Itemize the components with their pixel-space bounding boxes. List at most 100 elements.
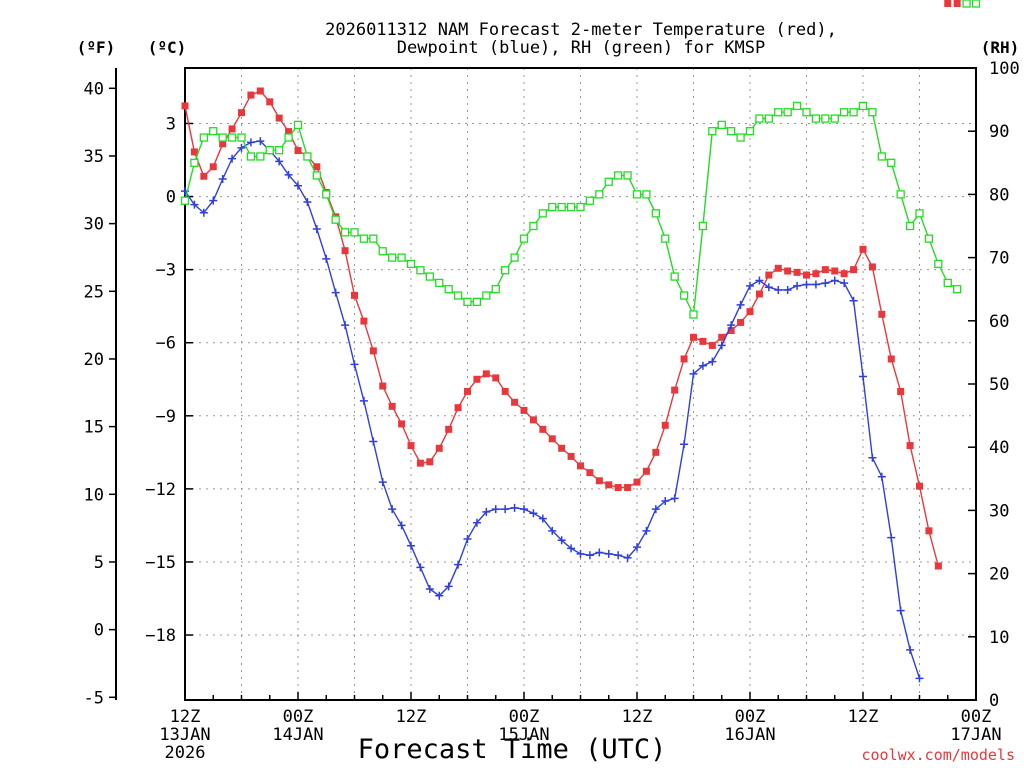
tick-label-f: 5 (94, 553, 104, 573)
rh-point (642, 190, 651, 199)
rh-point (811, 114, 821, 123)
temperature-point (784, 267, 792, 275)
rh-point (322, 190, 331, 199)
tick-label-x: 13JAN (159, 725, 210, 745)
tick-label-rh: 80 (989, 185, 1009, 205)
temperature-point (548, 435, 556, 443)
dewpoint-point (604, 549, 613, 558)
temperature-point (831, 267, 839, 275)
tick-label-f: 15 (84, 418, 104, 438)
dewpoint-point (887, 533, 896, 542)
rh-point (698, 221, 708, 231)
dewpoint-point (246, 138, 255, 147)
dewpoint-point (491, 505, 500, 514)
temperature-point (416, 459, 424, 467)
dewpoint-point (341, 321, 350, 330)
tick-label-f: 25 (84, 282, 104, 302)
dewpoint-point (576, 549, 585, 558)
dewpoint-point (520, 505, 528, 514)
tick-label-x: 15JAN (498, 725, 549, 745)
dewpoint-point (369, 437, 378, 446)
rh-point (237, 133, 246, 142)
temperature-point (567, 452, 575, 460)
tick-label-f: 10 (84, 485, 104, 505)
temperature-point (755, 290, 763, 298)
rh-point (566, 202, 576, 212)
temperature-point (605, 481, 613, 489)
dewpoint-point (821, 279, 830, 288)
rh-point (199, 133, 208, 142)
rh-point (595, 190, 604, 199)
dewpoint-point (906, 645, 915, 654)
dewpoint-point (425, 585, 434, 594)
temperature-point (765, 271, 773, 279)
rh-point (604, 177, 613, 186)
tick-label-rh: 50 (989, 375, 1009, 395)
tick-label-rh: 100 (989, 59, 1020, 79)
rh-point (548, 202, 557, 212)
rh-point (585, 196, 595, 205)
rh-point (472, 297, 482, 306)
rh-point (275, 146, 284, 155)
dewpoint-point (463, 534, 472, 543)
temperature-point (897, 387, 905, 395)
rh-point (651, 209, 660, 218)
dewpoint-point (529, 509, 538, 518)
rh-point (557, 202, 566, 212)
temperature-point (238, 109, 245, 117)
dewpoint-point (388, 505, 397, 514)
tick-label-c: −6 (156, 334, 176, 354)
temperature-point (774, 264, 782, 272)
dewpoint-point (435, 591, 444, 600)
rh-point (727, 127, 736, 136)
temperature-point (906, 442, 914, 450)
rh-point (519, 234, 529, 243)
temperature-point (934, 562, 942, 570)
temperature-point (699, 337, 707, 345)
temperature-point (558, 444, 566, 452)
dewpoint-point (802, 280, 811, 289)
temperature-point (727, 327, 735, 335)
rh-point (180, 196, 190, 205)
rh-point (293, 120, 303, 130)
temperature-point (219, 140, 227, 148)
temperature-point (850, 266, 858, 274)
dewpoint-point (350, 360, 359, 369)
rh-point (227, 133, 237, 142)
rh-point (896, 190, 905, 199)
dewpoint-point (708, 357, 717, 366)
rh-point (416, 266, 425, 275)
temperature-point (953, 0, 961, 7)
dewpoint-point (896, 606, 905, 615)
dewpoint-point (228, 154, 237, 163)
dewpoint-point (689, 369, 698, 378)
temperature-point (803, 271, 810, 279)
unit-rh: (RH) (981, 38, 1020, 57)
rh-point (529, 221, 538, 231)
dewpoint-point (736, 300, 745, 309)
dewpoint-point (378, 478, 387, 487)
rh-point (463, 297, 472, 306)
series-group (180, 0, 981, 683)
chart-title-line2: Dewpoint (blue), RH (green) for KMSP (397, 38, 765, 58)
dewpoint-point (482, 507, 491, 516)
temperature-point (388, 402, 396, 410)
rh-point (764, 114, 773, 123)
temperature-point (341, 247, 349, 255)
rh-point (840, 108, 849, 117)
tick-label-f: 0 (94, 621, 104, 641)
rh-point (783, 108, 792, 117)
dewpoint-point (312, 225, 321, 234)
temperature-point (275, 114, 283, 122)
temperature-point (614, 484, 622, 492)
temperature-point (690, 333, 697, 341)
tick-label-f: -5 (84, 688, 104, 708)
rh-point (435, 278, 444, 288)
tick-label-x: 16JAN (724, 725, 775, 745)
rh-point (745, 127, 755, 136)
temperature-point (944, 0, 952, 7)
chart-title-line1: 2026011312 NAM Forecast 2-meter Temperat… (325, 20, 837, 40)
tick-label-c: −12 (145, 480, 176, 500)
rh-point (312, 171, 321, 180)
